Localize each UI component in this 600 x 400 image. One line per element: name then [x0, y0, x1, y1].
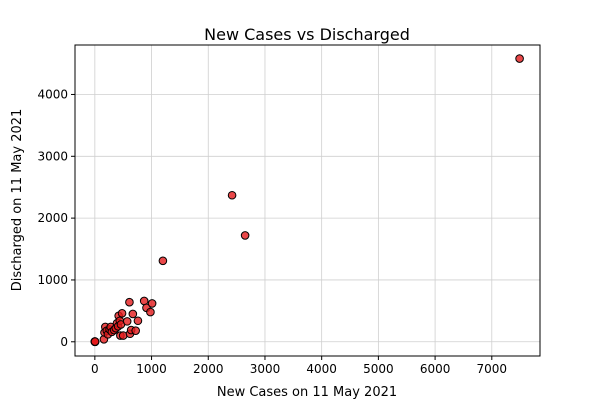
y-axis-label: Discharged on 11 May 2021 — [10, 109, 25, 292]
data-point — [227, 190, 237, 200]
x-tick-label: 3000 — [250, 362, 281, 376]
x-tick-label: 4000 — [306, 362, 337, 376]
data-point — [117, 309, 127, 318]
data-point — [133, 316, 143, 326]
x-tick-label: 6000 — [420, 362, 451, 376]
x-tick-label: 1000 — [136, 362, 167, 376]
plot-area-frame — [74, 44, 541, 357]
data-point — [122, 317, 132, 326]
data-point — [147, 299, 157, 308]
axis-ticks: 0 1000 2000 3000 4000 5000 6000 7000 0 1000 2000 30… — [37, 87, 507, 376]
chart-title: New Cases vs Discharged — [204, 25, 410, 44]
data-point — [131, 326, 140, 335]
data-point — [158, 256, 168, 266]
data-point — [146, 307, 155, 317]
y-tick-label: 0 — [60, 335, 68, 349]
data-point — [515, 54, 524, 63]
data-point — [240, 231, 250, 240]
y-tick-label: 4000 — [37, 87, 68, 101]
data-point — [90, 337, 100, 346]
data-point — [128, 309, 138, 319]
y-tick-label: 1000 — [37, 273, 68, 287]
x-tick-label: 7000 — [477, 362, 508, 376]
x-tick-label: 5000 — [363, 362, 394, 376]
x-tick-label: 0 — [91, 362, 99, 376]
x-tick-label: 2000 — [193, 362, 224, 376]
grid-lines — [75, 45, 540, 356]
y-tick-label: 2000 — [37, 211, 68, 225]
data-point — [125, 297, 134, 307]
y-tick-label: 3000 — [37, 149, 68, 163]
data-points — [90, 54, 524, 347]
x-axis-label: New Cases on 11 May 2021 — [217, 385, 397, 400]
